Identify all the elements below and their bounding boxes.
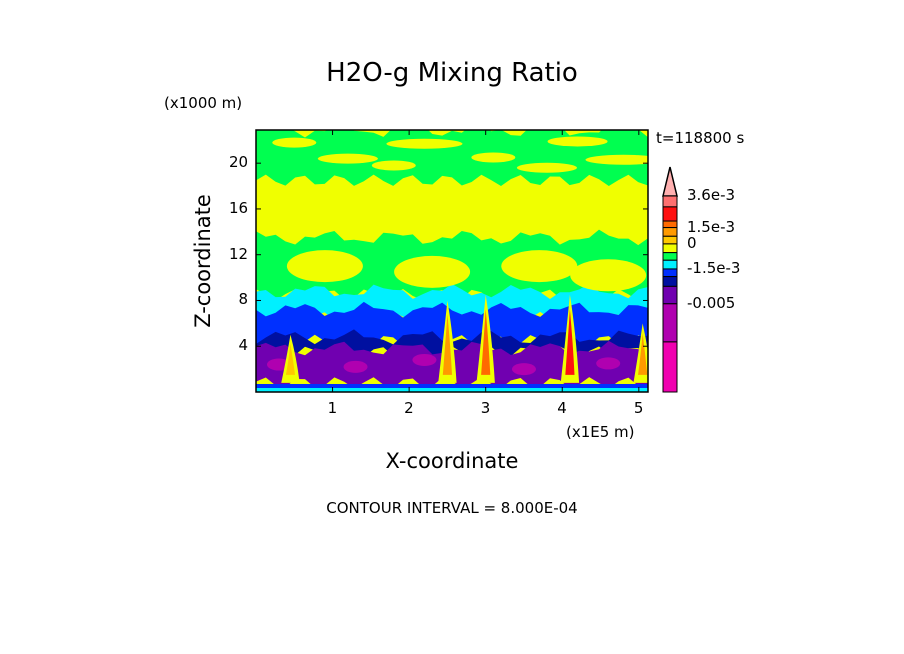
yellow-patch bbox=[471, 152, 516, 163]
colorbar-label: -0.005 bbox=[687, 293, 736, 312]
x-tick-label: 4 bbox=[557, 399, 567, 417]
colorbar-segment bbox=[662, 268, 678, 278]
plume-core bbox=[481, 309, 491, 375]
y-tick-label: 20 bbox=[229, 153, 249, 172]
colorbar-segment bbox=[662, 243, 678, 254]
chart-title: H2O-g Mixing Ratio bbox=[326, 58, 578, 88]
heatmap-field bbox=[256, 130, 648, 392]
yellow-patch bbox=[547, 136, 608, 147]
time-label: t=118800 s bbox=[656, 129, 745, 147]
colorbar-segment bbox=[662, 206, 678, 222]
surface-layer-cyan bbox=[256, 387, 648, 392]
colorbar-extend-triangle bbox=[662, 166, 678, 197]
colorbar-label: 0 bbox=[687, 233, 697, 252]
magenta-patch bbox=[412, 353, 437, 366]
colorbar-segment bbox=[662, 252, 678, 261]
yellow-patch bbox=[501, 250, 578, 283]
yellow-patch bbox=[516, 162, 577, 173]
x-axis-unit: (x1E5 m) bbox=[566, 423, 635, 441]
y-tick-label: 12 bbox=[229, 244, 249, 263]
plume-core bbox=[285, 343, 296, 375]
yellow-patch bbox=[386, 138, 463, 149]
magenta-patch bbox=[511, 363, 536, 376]
yellow-patch bbox=[286, 250, 363, 283]
colorbar-segment bbox=[662, 259, 678, 270]
colorbar-segment bbox=[662, 285, 678, 305]
contour-interval: CONTOUR INTERVAL = 8.000E-04 bbox=[326, 499, 578, 517]
x-tick-label: 2 bbox=[404, 399, 414, 417]
plume-core bbox=[442, 314, 452, 375]
yellow-patch bbox=[570, 259, 647, 292]
colorbar-label: 3.6e-3 bbox=[687, 186, 736, 204]
y-tick-label: 4 bbox=[238, 336, 249, 355]
colorbar-segment bbox=[662, 195, 678, 208]
yellow-patch bbox=[394, 255, 471, 288]
colorbar-label: 1.5e-3 bbox=[687, 217, 736, 236]
colorbar-segment bbox=[662, 276, 678, 287]
magenta-patch bbox=[343, 360, 368, 373]
colorbar-segment bbox=[662, 341, 678, 393]
y-tick-label: 8 bbox=[238, 290, 249, 309]
x-axis-label: X-coordinate bbox=[385, 449, 519, 473]
y-axis-unit: (x1000 m) bbox=[164, 94, 243, 112]
yellow-patch bbox=[272, 137, 317, 148]
colorbar-label: -1.5e-3 bbox=[687, 258, 741, 277]
colorbar-segment bbox=[662, 220, 678, 229]
colorbar-segment bbox=[662, 235, 678, 245]
y-tick-label: 16 bbox=[229, 198, 249, 217]
yellow-patch bbox=[317, 153, 378, 164]
plot-frame bbox=[255, 129, 649, 393]
x-tick-label: 5 bbox=[633, 399, 644, 417]
magenta-patch bbox=[596, 357, 621, 370]
x-tick-label: 1 bbox=[327, 399, 338, 417]
colorbar-segment bbox=[662, 227, 678, 237]
plume-core bbox=[638, 333, 648, 375]
yellow-patch bbox=[585, 154, 648, 165]
x-tick-label: 3 bbox=[480, 399, 491, 417]
plume-core bbox=[565, 309, 575, 375]
colorbar-segment bbox=[662, 303, 678, 343]
yellow-patch bbox=[371, 160, 416, 171]
